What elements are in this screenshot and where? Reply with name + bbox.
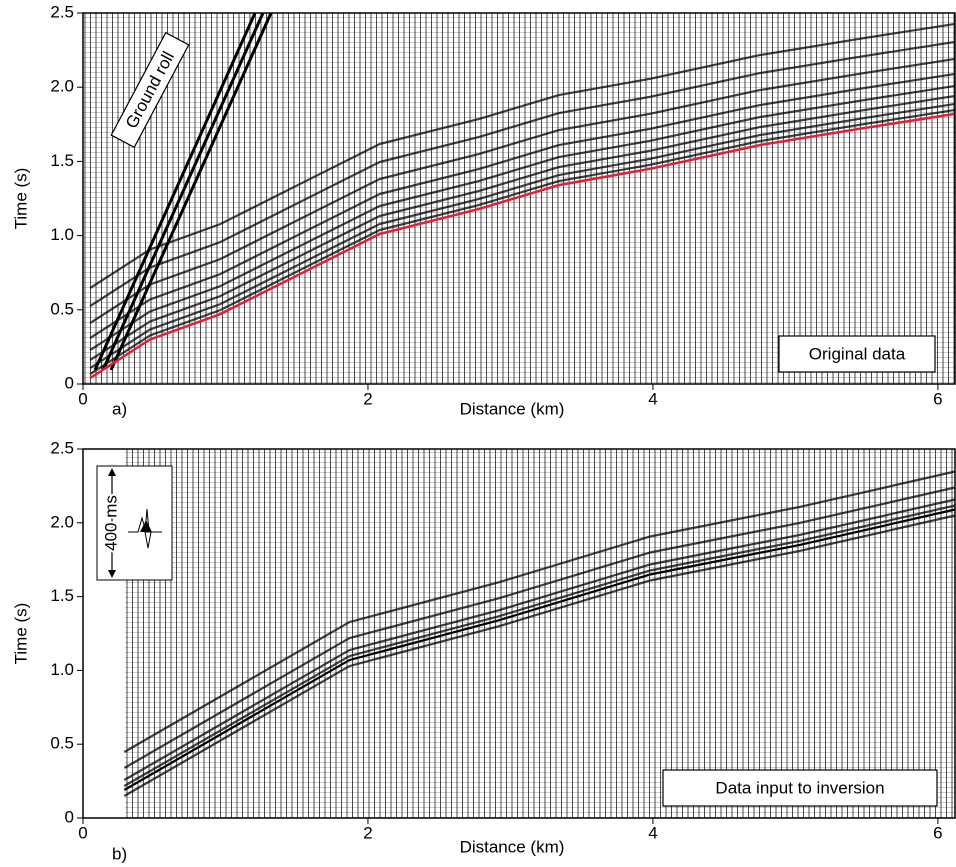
y-tick-label: 1.0 <box>50 225 74 244</box>
wavefield <box>123 486 956 769</box>
wavefield <box>89 94 956 362</box>
wavefield <box>123 498 956 781</box>
y-tick-label: 1.5 <box>50 151 74 170</box>
ground-roll-event <box>93 12 257 371</box>
x-tick-label: 0 <box>78 389 87 408</box>
timing-lines <box>125 449 955 818</box>
x-tick-label: 6 <box>933 823 942 842</box>
x-tick-label: 4 <box>648 389 657 408</box>
y-axis-label: Time (s) <box>11 603 30 665</box>
wavefield <box>123 514 956 797</box>
annotation: Data input to inversion <box>715 778 884 797</box>
pick-line <box>123 508 956 791</box>
wavefield <box>123 470 956 753</box>
wavefield <box>89 72 956 340</box>
scale-inset <box>96 465 173 581</box>
wavefield <box>89 84 956 352</box>
plot-frame <box>82 448 956 819</box>
wavefield <box>89 22 956 290</box>
y-tick-label: 0.5 <box>50 734 74 753</box>
y-tick-label: 2.0 <box>50 512 74 531</box>
x-tick-label: 0 <box>78 823 87 842</box>
y-axis-label: Time (s) <box>11 168 30 230</box>
y-tick-label: 1.5 <box>50 586 74 605</box>
timing-lines <box>83 13 955 384</box>
ground-roll-event <box>109 12 273 371</box>
pick-line <box>89 112 956 380</box>
annotation-box <box>662 769 938 807</box>
annotation: Original data <box>809 344 906 363</box>
y-tick-label: 0.5 <box>50 299 74 318</box>
wavefield <box>123 504 956 787</box>
x-axis-label: Distance (km) <box>460 399 565 418</box>
y-tick-label: 0 <box>65 373 74 392</box>
x-tick-label: 2 <box>363 389 372 408</box>
y-tick-label: 1.0 <box>50 660 74 679</box>
plot-frame <box>82 12 956 385</box>
scale-label: 400 ms <box>101 495 120 551</box>
ground-roll-event <box>101 12 265 371</box>
x-axis-label: Distance (km) <box>460 837 565 856</box>
y-tick-label: 2.0 <box>50 77 74 96</box>
x-tick-label: 4 <box>648 823 657 842</box>
x-tick-label: 2 <box>363 823 372 842</box>
y-tick-label: 2.5 <box>50 2 74 21</box>
panel-label: b) <box>112 844 127 863</box>
wavefield <box>89 102 956 370</box>
y-tick-label: 2.5 <box>50 438 74 457</box>
wavefield <box>89 57 956 325</box>
wavefield <box>89 108 956 376</box>
panel: 0 0.5 1.0 1.5 2.0 2.5 0 2 4 6 Distance (km) Time (s… <box>11 438 956 863</box>
x-tick-label: 6 <box>933 389 942 408</box>
wavefield <box>89 40 956 308</box>
y-tick-label: 0 <box>65 807 74 826</box>
annotation-box <box>778 335 936 373</box>
panel-label: a) <box>112 399 127 418</box>
event-label-box <box>110 31 190 149</box>
wavelet-lobe <box>140 520 152 532</box>
